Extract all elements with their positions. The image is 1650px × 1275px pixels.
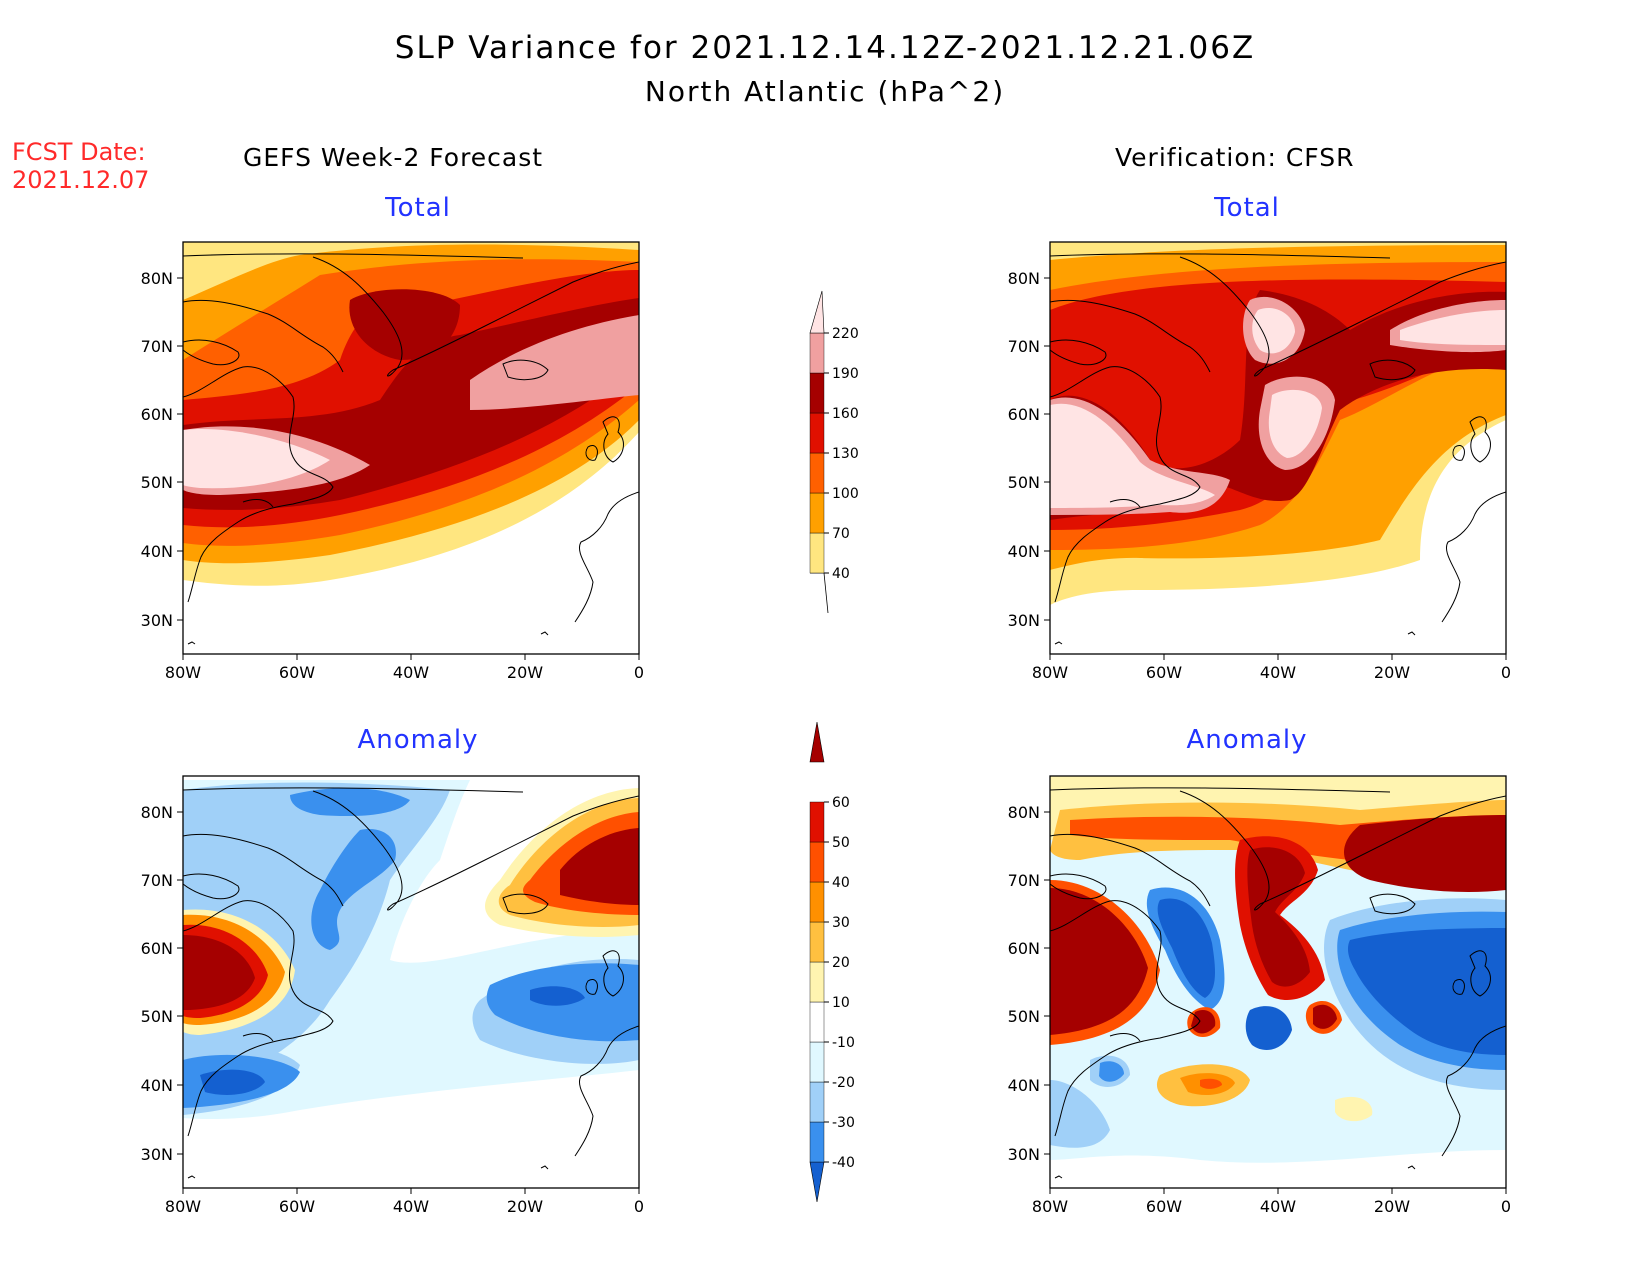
lon-tick-label: 60W: [1146, 663, 1182, 682]
lat-tick-label: 30N: [141, 611, 173, 630]
lon-tick-label: 0: [1501, 1197, 1511, 1216]
colorbar-label: -20: [832, 1075, 855, 1091]
lon-tick-label: 0: [634, 663, 644, 682]
colorbar-total: 40 70 100 130 160 190 220: [809, 290, 859, 614]
lon-tick-label: 60W: [1146, 1197, 1182, 1216]
lat-tick-label: 70N: [141, 337, 173, 356]
lon-tick-label: 20W: [507, 663, 543, 682]
forecast-date-label: FCST Date:: [12, 138, 146, 166]
colorbar-label: -40: [832, 1155, 855, 1171]
colorbar-label: 220: [832, 326, 859, 342]
colorbar-swatch: [809, 1001, 825, 1043]
colorbar-label: 70: [832, 526, 850, 542]
lat-tick-label: 60N: [141, 405, 173, 424]
lon-tick-label: 80W: [165, 663, 201, 682]
lat-tick-label: 70N: [1008, 871, 1040, 890]
colorbar-swatch: [809, 452, 825, 494]
lon-tick-label: 80W: [1032, 663, 1068, 682]
lat-tick-label: 80N: [141, 803, 173, 822]
lat-tick-label: 80N: [1008, 803, 1040, 822]
panel-title-verification-total: Total: [1214, 193, 1280, 223]
colorbar-swatch: [809, 372, 825, 414]
colorbar-label: 40: [832, 875, 850, 891]
colorbar-swatch: [809, 532, 825, 574]
lat-tick-label: 30N: [1008, 611, 1040, 630]
lat-tick-label: 50N: [141, 1007, 173, 1026]
colorbar-swatch: [809, 412, 825, 454]
colorbar-label: -10: [832, 1035, 855, 1051]
panel-title-forecast-total: Total: [385, 193, 451, 223]
lon-tick-label: 20W: [507, 1197, 543, 1216]
colorbar-bottom-arrow: [810, 572, 829, 614]
lat-tick-label: 40N: [1008, 542, 1040, 561]
lat-tick-label: 60N: [1008, 405, 1040, 424]
colorbar-label: 60: [832, 795, 850, 811]
lon-tick-label: 20W: [1374, 1197, 1410, 1216]
lon-tick-label: 40W: [393, 663, 429, 682]
colorbar-label: 30: [832, 915, 850, 931]
lon-tick-label: 0: [1501, 663, 1511, 682]
colorbar-label: 10: [832, 995, 850, 1011]
colorbar-swatch: [809, 801, 825, 843]
colorbar-label: 20: [832, 955, 850, 971]
lon-tick-label: 80W: [1032, 1197, 1068, 1216]
left-column-title: GEFS Week-2 Forecast: [243, 143, 544, 172]
colorbar-swatch: [809, 961, 825, 1003]
lat-tick-label: 60N: [1008, 939, 1040, 958]
colorbar-swatch: [809, 290, 825, 334]
colorbar-swatch: [809, 1121, 825, 1163]
lat-tick-label: 30N: [1008, 1145, 1040, 1164]
colorbar-label: -30: [832, 1115, 855, 1131]
panel-title-verification-anomaly: Anomaly: [1186, 725, 1308, 755]
lat-tick-label: 40N: [141, 1076, 173, 1095]
lon-tick-label: 60W: [279, 1197, 315, 1216]
main-title: SLP Variance for 2021.12.14.12Z-2021.12.…: [394, 30, 1256, 66]
lon-tick-label: 0: [634, 1197, 644, 1216]
lat-tick-label: 70N: [141, 871, 173, 890]
colorbar-swatch: [809, 921, 825, 963]
map-verification-anomaly: [1049, 775, 1507, 1189]
lon-tick-label: 40W: [1260, 1197, 1296, 1216]
lon-tick-label: 40W: [393, 1197, 429, 1216]
lat-tick-label: 60N: [141, 939, 173, 958]
map-forecast-total: [182, 241, 640, 655]
colorbar-swatch: [809, 1161, 825, 1203]
colorbar-swatch: [809, 881, 825, 923]
axis-labels: 80N 70N 60N 50N 40N 30N 80W 60W 40W 20W 0 80N 70N 60N…: [141, 269, 1511, 1216]
map-verification-total: [1049, 241, 1507, 655]
colorbar-swatch: [809, 721, 825, 763]
colorbar-swatch: [809, 1041, 825, 1083]
colorbar-swatch: [809, 841, 825, 883]
lat-tick-label: 50N: [141, 473, 173, 492]
lon-tick-label: 80W: [165, 1197, 201, 1216]
forecast-date-value: 2021.12.07: [12, 166, 150, 194]
lon-tick-label: 40W: [1260, 663, 1296, 682]
colorbar-anomaly: -40 -30 -20 -10 10 20 30 40 50 60: [809, 721, 855, 1203]
right-column-title: Verification: CFSR: [1115, 143, 1355, 172]
lat-tick-label: 40N: [141, 542, 173, 561]
colorbar-label: 190: [832, 366, 859, 382]
colorbar-swatch: [809, 492, 825, 534]
colorbar-label: 50: [832, 835, 850, 851]
lon-tick-label: 20W: [1374, 663, 1410, 682]
lat-tick-label: 70N: [1008, 337, 1040, 356]
lat-tick-label: 40N: [1008, 1076, 1040, 1095]
lon-tick-label: 60W: [279, 663, 315, 682]
panel-title-forecast-anomaly: Anomaly: [357, 725, 479, 755]
colorbar-swatch: [809, 332, 825, 374]
colorbar-label: 130: [832, 446, 859, 462]
map-forecast-anomaly: [182, 775, 640, 1189]
main-subtitle: North Atlantic (hPa^2): [644, 75, 1006, 108]
colorbar-label: 40: [832, 566, 850, 582]
colorbar-label: 160: [832, 406, 859, 422]
colorbar-swatch: [809, 1081, 825, 1123]
lat-tick-label: 50N: [1008, 1007, 1040, 1026]
lat-tick-label: 30N: [141, 1145, 173, 1164]
forecast-date-block: FCST Date: 2021.12.07: [12, 138, 149, 194]
lat-tick-label: 80N: [141, 269, 173, 288]
lat-tick-label: 50N: [1008, 473, 1040, 492]
lat-tick-label: 80N: [1008, 269, 1040, 288]
colorbar-label: 100: [832, 486, 859, 502]
